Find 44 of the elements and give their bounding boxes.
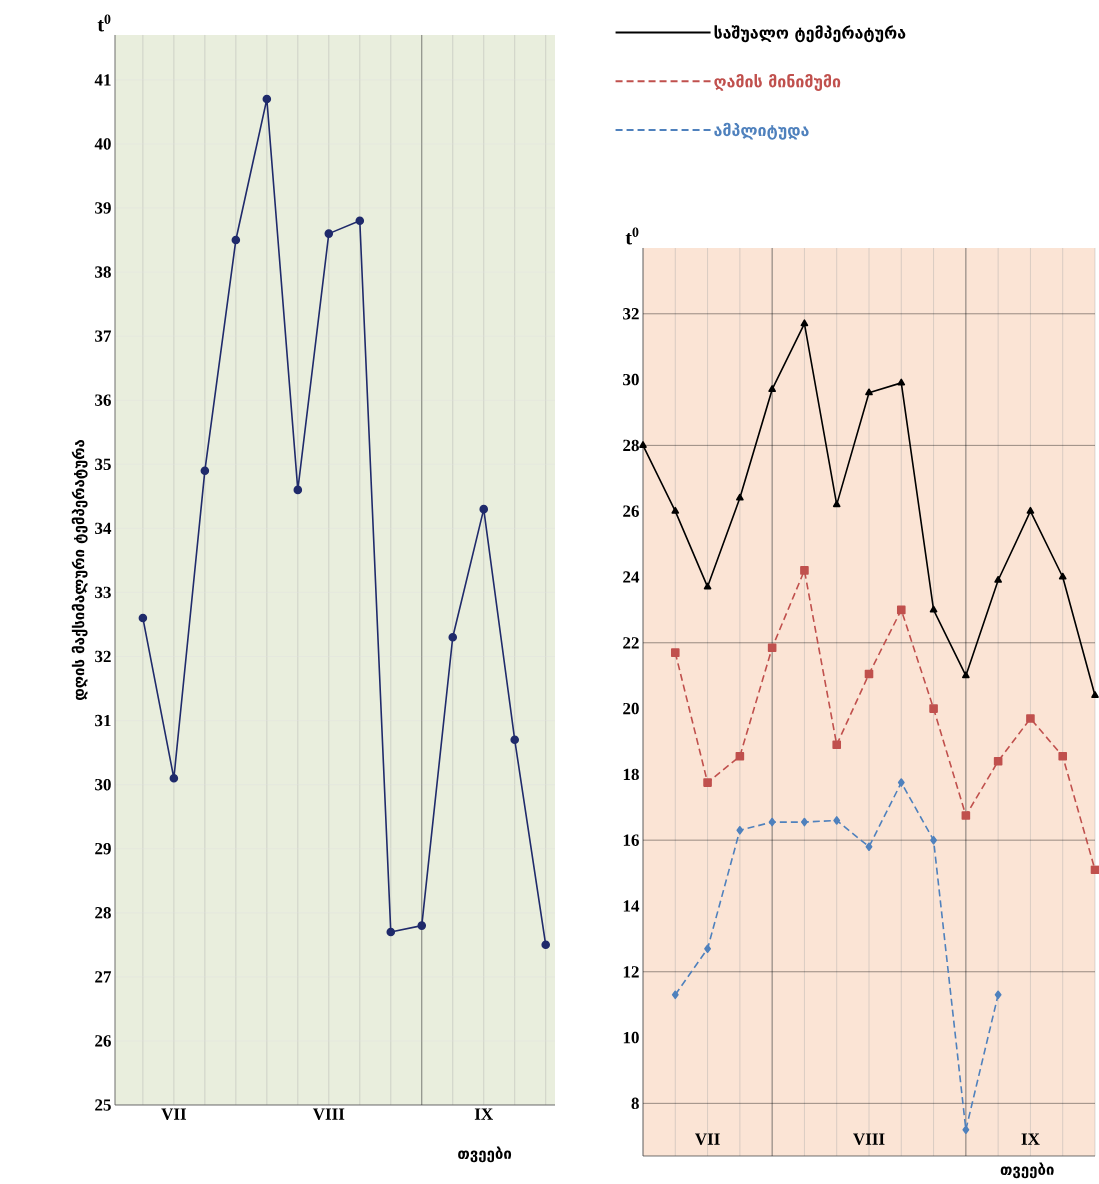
- y-tick-label: 32: [95, 650, 111, 663]
- x-axis-title: თვეები: [1000, 1162, 1054, 1179]
- y-tick-label: 35: [95, 458, 111, 470]
- y-tick-label: 26: [623, 505, 639, 517]
- text: ამპლიტუდა: [714, 122, 809, 140]
- text: t$^{0}$: [625, 227, 639, 245]
- y-tick-label: 29: [95, 842, 111, 855]
- y-tick-label: 30: [95, 778, 111, 791]
- y-tick-label: 40: [94, 138, 111, 150]
- y-tick-label: 26: [95, 1035, 111, 1047]
- text: საშუალო ტემპერატურა: [714, 25, 906, 43]
- y-tick-label: 37: [95, 330, 112, 342]
- y-tick-label: 22: [623, 637, 639, 649]
- y-tick-label: 31: [95, 714, 111, 727]
- y-tick-label: 39: [95, 202, 111, 214]
- y-tick-label: 30: [623, 373, 639, 386]
- x-tick-label: VII: [161, 1108, 187, 1120]
- y-tick-label: 36: [95, 394, 111, 406]
- y-tick-label: 14: [623, 900, 640, 912]
- y-tick-label: 12: [623, 966, 639, 978]
- x-tick-label: IX: [1021, 1133, 1040, 1145]
- y-tick-label: 32: [623, 308, 639, 320]
- y-tick-label: 16: [623, 834, 639, 846]
- text: ღამის მინიმუმი: [714, 73, 841, 91]
- y-tick-label: 8: [631, 1097, 639, 1110]
- y-tick-label: 24: [623, 571, 640, 583]
- x-tick-label: IX: [474, 1108, 493, 1120]
- y-axis-title: დღის მაქსიმალური ტემპერატურა: [71, 439, 88, 701]
- y-tick-label: 27: [95, 971, 112, 983]
- text: t$^{0}$: [97, 14, 111, 32]
- y-tick-label: 18: [623, 768, 639, 781]
- y-tick-label: 33: [95, 586, 111, 599]
- x-axis-title: თვეები: [458, 1146, 512, 1163]
- y-tick-label: 28: [95, 907, 111, 919]
- y-tick-label: 41: [94, 74, 111, 86]
- x-tick-label: VIII: [312, 1108, 345, 1120]
- y-tick-label: 25: [95, 1099, 111, 1111]
- y-tick-label: 34: [95, 522, 112, 535]
- x-tick-label: VIII: [853, 1133, 885, 1145]
- y-tick-label: 20: [623, 702, 639, 715]
- y-tick-label: 38: [95, 266, 111, 278]
- x-tick-label: VII: [695, 1133, 720, 1145]
- y-tick-label: 10: [623, 1031, 639, 1044]
- y-tick-label: 28: [623, 439, 639, 452]
